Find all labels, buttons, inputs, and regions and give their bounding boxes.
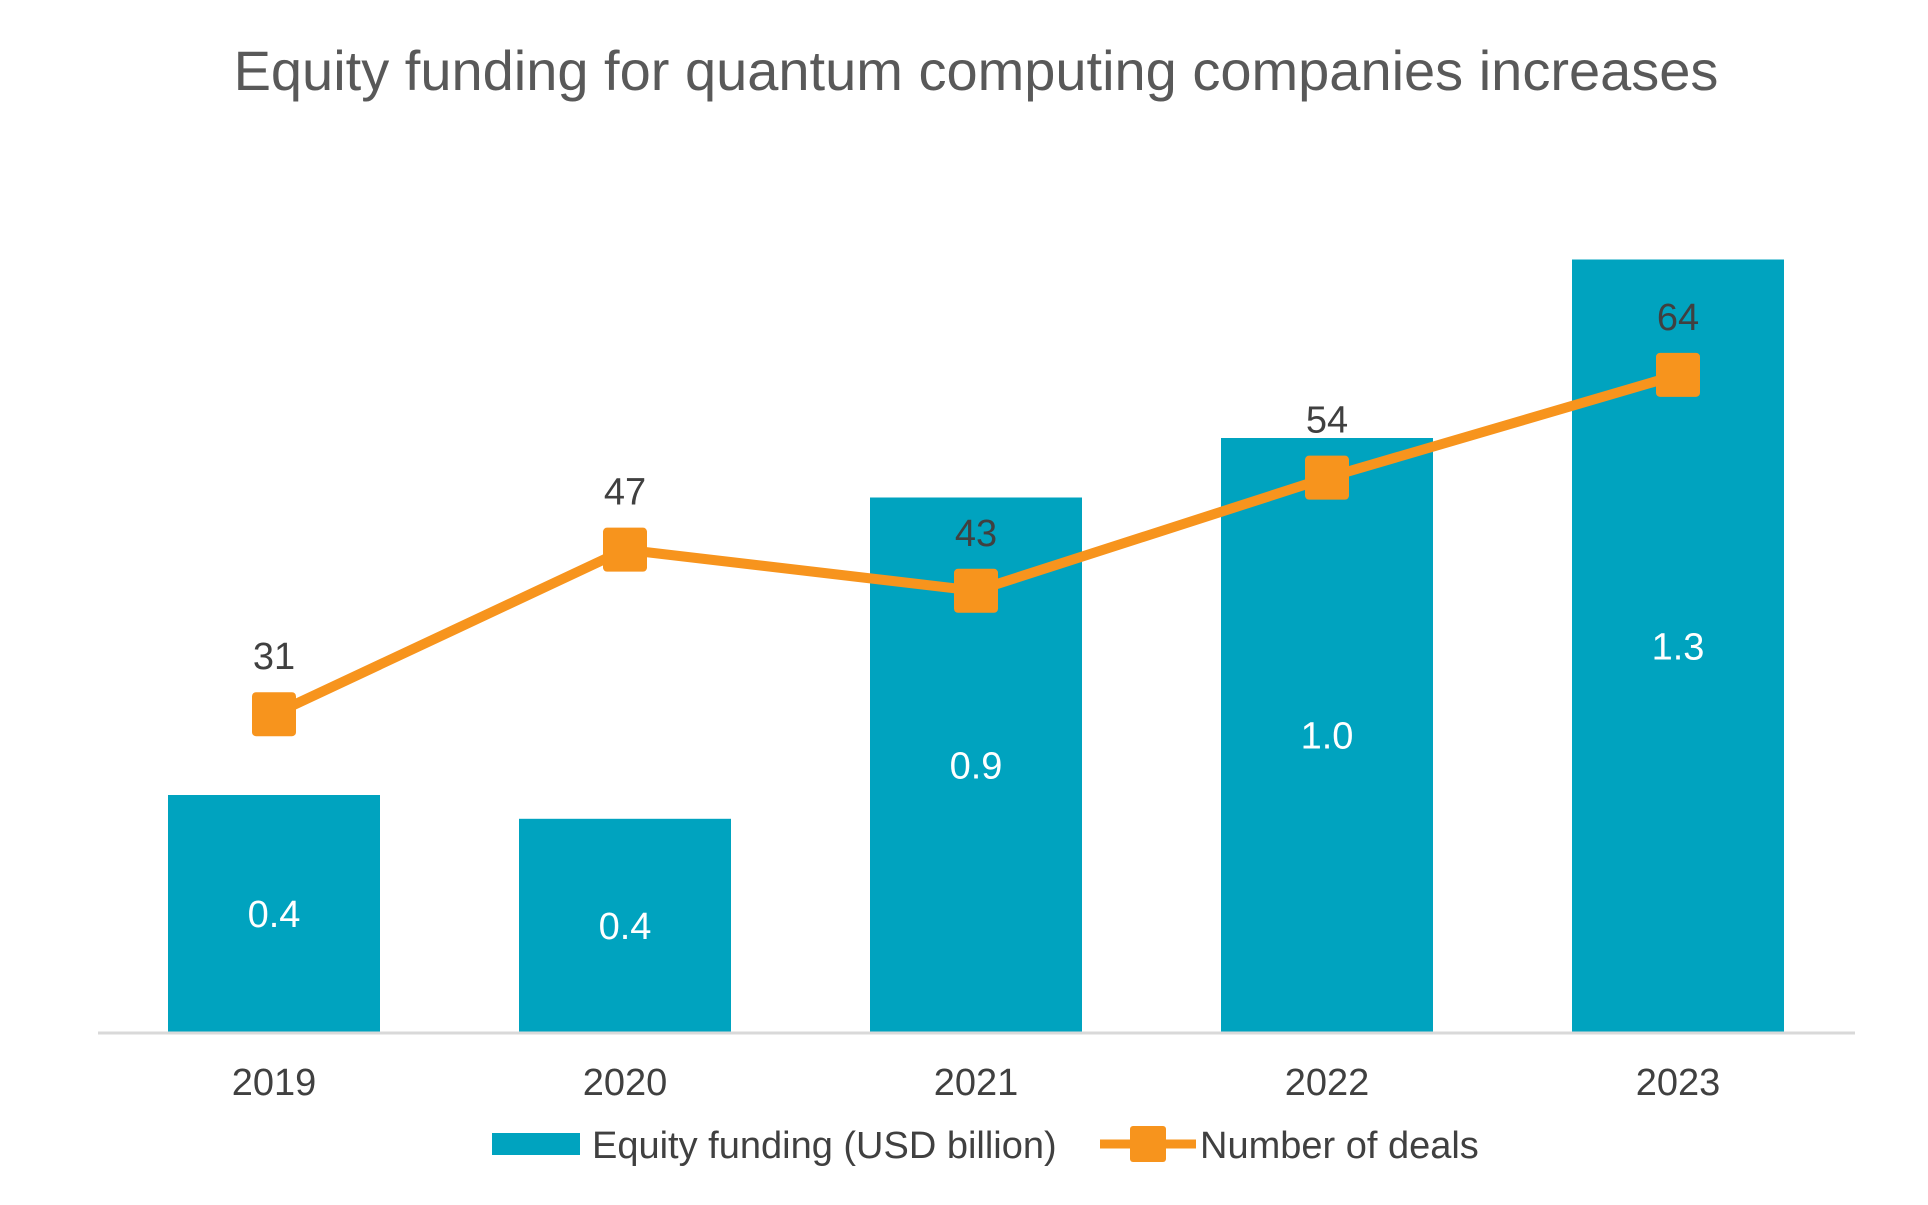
deals-marker-2019 bbox=[252, 692, 296, 737]
legend-label-number-of-deals: Number of deals bbox=[1200, 1125, 1479, 1167]
bar-2022 bbox=[1221, 438, 1433, 1033]
deals-marker-2022 bbox=[1305, 455, 1349, 500]
deals-label-2023: 64 bbox=[1657, 297, 1699, 339]
bar-2020 bbox=[519, 818, 731, 1033]
bar-label-2021: 0.9 bbox=[950, 745, 1003, 787]
legend: Equity funding (USD billion) Number of d… bbox=[492, 1125, 1479, 1167]
bar-label-2020: 0.4 bbox=[599, 906, 652, 948]
deals-marker-2021 bbox=[954, 568, 998, 613]
x-tick-label-2023: 2023 bbox=[1636, 1062, 1721, 1104]
legend-swatch-equity-funding bbox=[492, 1133, 580, 1155]
deals-label-2019: 31 bbox=[253, 636, 295, 678]
deals-label-2021: 43 bbox=[955, 513, 997, 555]
legend-label-equity-funding: Equity funding (USD billion) bbox=[592, 1125, 1057, 1167]
x-tick-label-2020: 2020 bbox=[583, 1062, 668, 1104]
line-layer bbox=[252, 352, 1700, 737]
bar-label-2023: 1.3 bbox=[1652, 626, 1705, 668]
deals-label-2020: 47 bbox=[604, 472, 646, 514]
bar-2019 bbox=[168, 795, 380, 1033]
legend-swatch-marker-deals bbox=[1130, 1126, 1166, 1162]
deals-marker-2020 bbox=[603, 527, 647, 572]
bar-label-2019: 0.4 bbox=[248, 894, 301, 936]
deals-marker-2023 bbox=[1656, 352, 1700, 397]
chart-title: Equity funding for quantum computing com… bbox=[234, 39, 1719, 102]
x-tick-label-2021: 2021 bbox=[934, 1062, 1019, 1104]
labels-layer: 0.4 0.4 0.9 1.0 1.3 31 47 43 54 64 bbox=[248, 297, 1705, 948]
deals-label-2022: 54 bbox=[1306, 400, 1348, 442]
x-tick-label-2019: 2019 bbox=[232, 1062, 317, 1104]
bar-label-2022: 1.0 bbox=[1301, 716, 1354, 758]
x-tick-labels: 2019 2020 2021 2022 2023 bbox=[232, 1062, 1721, 1104]
x-tick-label-2022: 2022 bbox=[1285, 1062, 1370, 1104]
